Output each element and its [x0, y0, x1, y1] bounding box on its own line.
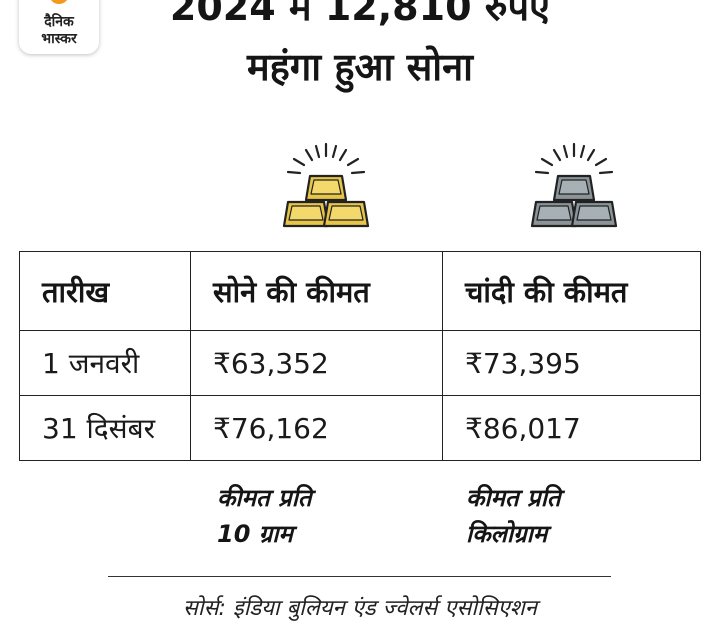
table-row: 1 जनवरी ₹63,352 ₹73,395: [19, 330, 701, 396]
divider: [108, 576, 611, 577]
cell-date: 1 जनवरी: [19, 330, 191, 396]
table-row: 31 दिसंबर ₹76,162 ₹86,017: [19, 395, 701, 461]
header-gold-price: सोने की कीमत: [190, 251, 443, 331]
cell-date: 31 दिसंबर: [19, 395, 191, 461]
gold-note-line-2: 10 ग्राम: [217, 520, 293, 548]
headline-line-1: 2024 में 12,810 रुपए: [169, 0, 551, 29]
brand-logo: दैनिक भास्कर: [19, 0, 99, 54]
header-date: तारीख: [19, 251, 191, 331]
cell-gold-price: ₹63,352: [190, 330, 443, 396]
silver-bars-icon: [530, 142, 618, 228]
gold-bars-icon: [282, 142, 370, 228]
header-silver-price: चांदी की कीमत: [442, 251, 701, 331]
silver-note-line-1: कीमत प्रति: [466, 484, 561, 512]
logo-sun-icon: [49, 0, 69, 4]
headline-line-2: महंगा हुआ सोना: [246, 45, 474, 89]
table-header-row: तारीख सोने की कीमत चांदी की कीमत: [19, 251, 701, 331]
source-credit: सोर्स: इंडिया बुलियन एंड ज्वेलर्स एसोसिए…: [183, 596, 537, 621]
cell-silver-price: ₹86,017: [442, 395, 701, 461]
gold-note-line-1: कीमत प्रति: [217, 484, 312, 512]
cell-silver-price: ₹73,395: [442, 330, 701, 396]
silver-note-line-2: किलोग्राम: [466, 520, 548, 548]
logo-line-1: दैनिक: [44, 14, 74, 30]
cell-gold-price: ₹76,162: [190, 395, 443, 461]
price-table: तारीख सोने की कीमत चांदी की कीमत 1 जनवरी…: [19, 251, 701, 461]
silver-unit-note: कीमत प्रति किलोग्राम: [466, 480, 561, 552]
gold-unit-note: कीमत प्रति 10 ग्राम: [217, 480, 312, 552]
logo-line-2: भास्कर: [41, 31, 77, 47]
